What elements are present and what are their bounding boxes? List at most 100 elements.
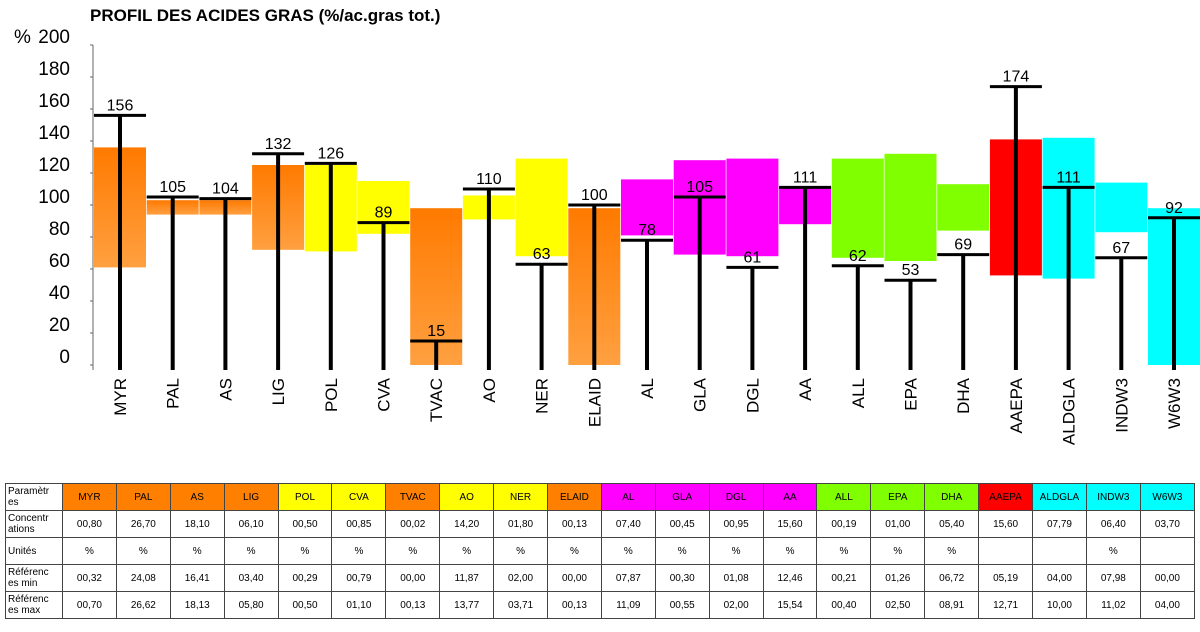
y-tick-label: 140 <box>38 123 70 144</box>
unit-cell: % <box>115 537 171 565</box>
parameter-cell: ALL <box>816 483 872 511</box>
y-tick-label: 0 <box>59 347 70 368</box>
ref-min-cell: 05,19 <box>978 564 1034 592</box>
concentration-cell: 00,19 <box>816 510 872 538</box>
parameter-cell: ELAID <box>547 483 602 511</box>
x-tick-label: PAL <box>164 378 183 409</box>
reference-range-bar <box>937 184 990 231</box>
data-label: 78 <box>638 222 656 239</box>
reference-range-bar <box>410 208 463 365</box>
y-tick-label: 40 <box>49 283 70 304</box>
ref-min-cell: 00,00 <box>1139 564 1196 592</box>
data-label: 92 <box>1165 200 1183 217</box>
ref-max-cell: 02,00 <box>708 591 764 619</box>
unit-cell: % <box>331 537 387 565</box>
unit-cell: % <box>654 537 710 565</box>
y-tick-label: 20 <box>49 315 70 336</box>
ref-min-cell: 03,40 <box>223 564 279 592</box>
data-label: 104 <box>212 181 239 198</box>
ref-max-cell: 02,50 <box>870 591 926 619</box>
table-row: Unités%%%%%%%%%%%%%%%%%% <box>5 537 1196 565</box>
ref-max-cell: 00,55 <box>654 591 710 619</box>
concentration-cell: 00,50 <box>277 510 333 538</box>
unit-cell: % <box>62 537 117 565</box>
y-axis-label: % <box>14 27 31 48</box>
unit-cell: % <box>924 537 980 565</box>
row-label: Référenc es min <box>5 564 63 592</box>
reference-range-bar <box>1095 182 1148 233</box>
table-row: Concentr ations 00,80 26,70 18,10 06,10 00,50… <box>5 510 1196 538</box>
concentration-cell: 06,10 <box>223 510 279 538</box>
data-label: 53 <box>902 262 920 279</box>
concentration-cell: 00,45 <box>654 510 710 538</box>
concentration-cell: 01,80 <box>493 510 549 538</box>
x-tick-label: INDW3 <box>1112 378 1131 433</box>
y-tick-label: 180 <box>38 59 70 80</box>
unit-cell <box>1032 537 1087 565</box>
y-tick-label: 100 <box>38 187 70 208</box>
y-tick-label: 80 <box>49 219 70 240</box>
concentration-cell: 00,13 <box>547 510 602 538</box>
ref-max-cell: 15,54 <box>762 591 818 619</box>
unit-cell: % <box>547 537 602 565</box>
x-tick-label: TVAC <box>427 378 446 422</box>
unit-cell: % <box>816 537 872 565</box>
row-label: Unités <box>5 537 63 565</box>
data-label: 132 <box>265 136 292 153</box>
x-tick-label: AAEPA <box>1007 377 1026 433</box>
reference-range-bar <box>515 158 568 257</box>
unit-cell: % <box>1085 537 1141 565</box>
x-tick-label: NER <box>533 378 552 414</box>
unit-cell: % <box>439 537 495 565</box>
ref-max-cell: 00,70 <box>62 591 117 619</box>
row-label: Concentr ations <box>5 510 63 538</box>
data-label: 126 <box>317 145 344 162</box>
concentration-cell: 00,85 <box>331 510 387 538</box>
ref-min-cell: 12,46 <box>762 564 818 592</box>
ref-min-cell: 02,00 <box>493 564 549 592</box>
data-label: 67 <box>1112 240 1130 257</box>
reference-range-bar <box>831 158 884 258</box>
data-label: 61 <box>744 249 762 266</box>
ref-max-cell: 12,71 <box>978 591 1034 619</box>
y-tick-label: 200 <box>38 27 70 48</box>
ref-max-cell: 11,02 <box>1085 591 1141 619</box>
data-label: 15 <box>427 323 445 340</box>
table-row: Référenc es min 00,32 24,08 16,41 03,40 00,29… <box>5 564 1196 592</box>
concentration-cell: 15,60 <box>978 510 1034 538</box>
parameter-cell: ALDGLA <box>1032 483 1087 511</box>
parameter-cell: AO <box>439 483 495 511</box>
unit-cell: % <box>600 537 656 565</box>
concentration-cell: 07,40 <box>600 510 656 538</box>
x-tick-label: AO <box>480 378 499 403</box>
ref-max-cell: 26,62 <box>115 591 171 619</box>
ref-min-cell: 00,29 <box>277 564 333 592</box>
parameter-cell: POL <box>277 483 333 511</box>
y-tick-label: 160 <box>38 91 70 112</box>
ref-max-cell: 00,13 <box>385 591 441 619</box>
data-label: 111 <box>1056 169 1080 186</box>
data-label: 105 <box>159 179 186 196</box>
ref-min-cell: 00,32 <box>62 564 117 592</box>
ref-min-cell: 07,98 <box>1085 564 1141 592</box>
parameter-cell: DGL <box>708 483 764 511</box>
table-row: Paramètr es MYR PAL AS LIG POL CVA TVAC AO NER ELA… <box>5 483 1196 511</box>
ref-min-cell: 01,26 <box>870 564 926 592</box>
ref-min-cell: 24,08 <box>115 564 171 592</box>
ref-min-cell: 00,30 <box>654 564 710 592</box>
parameter-cell: W6W3 <box>1139 483 1196 511</box>
parameter-cell: EPA <box>870 483 926 511</box>
ref-max-cell: 01,10 <box>331 591 387 619</box>
reference-range-bar <box>726 158 779 257</box>
unit-cell: % <box>223 537 279 565</box>
x-tick-label: ELAID <box>585 378 604 427</box>
ref-min-cell: 00,00 <box>385 564 441 592</box>
data-label: 62 <box>849 248 867 265</box>
parameter-cell: TVAC <box>385 483 441 511</box>
x-tick-label: POL <box>322 378 341 412</box>
parameters-table: Paramètr es MYR PAL AS LIG POL CVA TVAC AO NER ELA… <box>5 483 1196 619</box>
ref-max-cell: 03,71 <box>493 591 549 619</box>
chart-title: PROFIL DES ACIDES GRAS (%/ac.gras tot.) <box>90 6 441 25</box>
unit-cell: % <box>762 537 818 565</box>
fatty-acid-chart: 0 20 40 60 80 100 120 140 160 180 200% 156 MYR 105 PAL… <box>14 27 1200 445</box>
